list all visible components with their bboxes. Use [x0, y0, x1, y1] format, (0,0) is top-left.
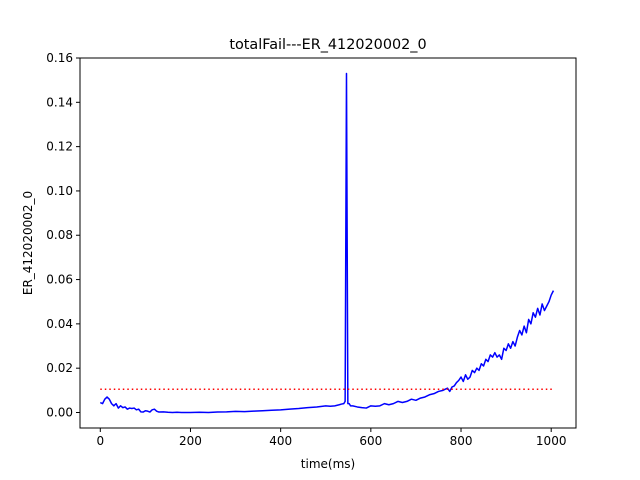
y-tick-label: 0.00 [46, 405, 73, 419]
series-line [99, 72, 555, 414]
y-tick-label: 0.16 [46, 51, 73, 65]
x-tick-label: 600 [359, 434, 382, 448]
y-tick-label: 0.12 [46, 140, 73, 154]
x-tick-label: 400 [269, 434, 292, 448]
x-tick-label: 0 [96, 434, 104, 448]
plot-frame [79, 57, 577, 429]
y-tick-label: 0.04 [46, 317, 73, 331]
x-axis-title: time(ms) [301, 457, 355, 471]
chart-title: totalFail---ER_412020002_0 [229, 37, 426, 53]
series-layer [99, 72, 555, 414]
y-tick-label: 0.14 [46, 95, 73, 109]
y-tick-label: 0.06 [46, 273, 73, 287]
x-axis: 0 200 400 600 800 1000 [96, 428, 566, 448]
y-axis: 0.00 0.02 0.04 0.06 0.08 0.10 0.12 0.14 0.16 [46, 51, 80, 419]
x-tick-label: 200 [179, 434, 202, 448]
y-tick-label: 0.10 [46, 184, 73, 198]
y-tick-label: 0.02 [46, 361, 73, 375]
y-axis-title: ER_412020002_0 [21, 191, 35, 295]
x-tick-label: 800 [450, 434, 473, 448]
y-tick-label: 0.08 [46, 228, 73, 242]
x-tick-label: 1000 [536, 434, 567, 448]
